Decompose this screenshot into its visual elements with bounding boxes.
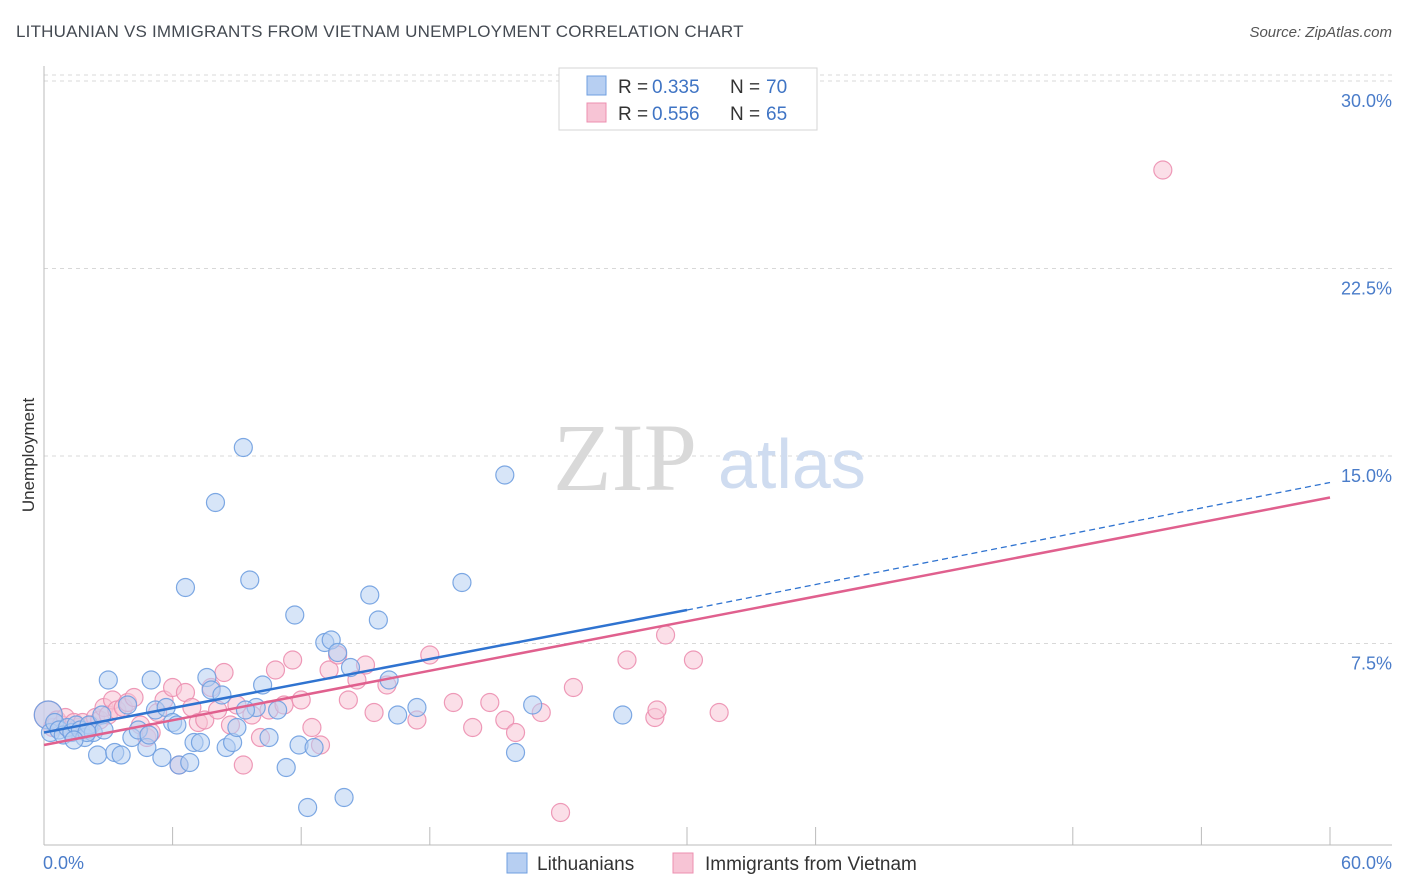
point-vietnam [550,802,571,823]
point-vietnam [1153,160,1173,180]
point-lithuanians [94,720,114,740]
point-lithuanians [233,437,253,458]
y-axis-label: Unemployment [19,398,38,513]
point-lithuanians [139,725,159,745]
x-tick-label-max: 60.0% [1341,853,1392,873]
point-lithuanians [304,737,324,758]
series-lithuanians [33,437,633,818]
legend-n-label-blue: N = [730,77,760,98]
point-lithuanians [175,577,196,598]
point-vietnam [709,702,729,723]
point-lithuanians [523,695,543,715]
y-tick-labels: 7.5% 15.0% 22.5% 30.0% [1341,91,1392,674]
point-lithuanians [298,797,318,818]
point-lithuanians [190,732,211,753]
x-tick-label-min: 0.0% [43,853,84,873]
point-vietnam [495,710,515,730]
point-vietnam [647,700,667,720]
legend-n-value-pink: 65 [766,104,787,125]
point-lithuanians [87,745,108,765]
bottom-legend: Lithuanians Immigrants from Vietnam [506,852,917,875]
point-lithuanians [334,787,354,808]
legend-r-value-blue: 0.335 [652,77,700,98]
point-vietnam [683,650,704,670]
gridlines [44,74,1392,644]
legend-swatch-pink [586,102,607,123]
legend-box: R = 0.335 N = 70 R = 0.556 N = 65 [558,67,818,131]
point-lithuanians [240,570,260,590]
point-vietnam [505,722,526,743]
legend-n-label-pink: N = [730,104,760,125]
point-vietnam [443,692,463,713]
point-vietnam [563,677,584,698]
point-lithuanians [259,727,279,748]
point-lithuanians [180,752,200,773]
point-lithuanians [613,705,633,725]
point-vietnam [338,690,358,710]
point-lithuanians [505,742,526,763]
point-lithuanians [212,685,232,705]
point-lithuanians [388,705,408,725]
point-lithuanians [268,700,288,720]
watermark: ZIP atlas [553,404,866,511]
point-lithuanians [276,757,296,778]
point-lithuanians [328,642,348,663]
watermark-atlas: atlas [718,425,866,503]
watermark-zip: ZIP [553,404,697,511]
point-lithuanians [227,717,247,738]
legend-swatch-blue [586,75,607,96]
point-lithuanians [452,572,472,593]
point-lithuanians [368,610,388,630]
bottom-legend-swatch-pink [672,852,694,874]
chart-title: LITHUANIAN VS IMMIGRANTS FROM VIETNAM UN… [16,22,744,41]
y-tick-label: 15.0% [1341,466,1392,486]
point-vietnam [233,755,253,775]
point-vietnam [283,650,303,670]
point-lithuanians [205,492,226,513]
point-lithuanians [495,465,515,485]
y-tick-label: 7.5% [1351,654,1392,674]
point-lithuanians [152,747,172,768]
y-tick-label: 22.5% [1341,279,1392,299]
trend-lines [43,481,1331,747]
legend-r-value-pink: 0.556 [652,104,700,125]
point-lithuanians [285,605,305,625]
legend-r-label-pink: R = [618,104,648,125]
y-tick-label: 30.0% [1341,91,1392,111]
bottom-legend-label-lithuanians: Lithuanians [537,854,634,875]
point-lithuanians [117,695,138,715]
point-lithuanians [141,670,161,690]
point-lithuanians [111,745,131,765]
legend-r-label-blue: R = [618,77,648,98]
trend-line-vietnam [43,496,1331,747]
point-vietnam [655,625,676,645]
bottom-legend-label-vietnam: Immigrants from Vietnam [705,854,917,875]
point-lithuanians [360,585,380,605]
point-lithuanians [235,700,256,720]
point-vietnam [480,692,500,713]
point-vietnam [302,717,322,738]
point-vietnam [617,650,637,670]
point-vietnam [214,662,234,683]
trend-line-lithuanians [43,608,688,734]
point-vietnam [463,717,483,738]
bottom-legend-swatch-blue [506,852,528,874]
legend-n-value-blue: 70 [766,77,787,98]
point-lithuanians [407,697,427,718]
point-vietnam [265,660,286,680]
point-vietnam [364,702,384,723]
point-lithuanians [98,670,118,690]
source-label: Source: ZipAtlas.com [1249,24,1392,41]
